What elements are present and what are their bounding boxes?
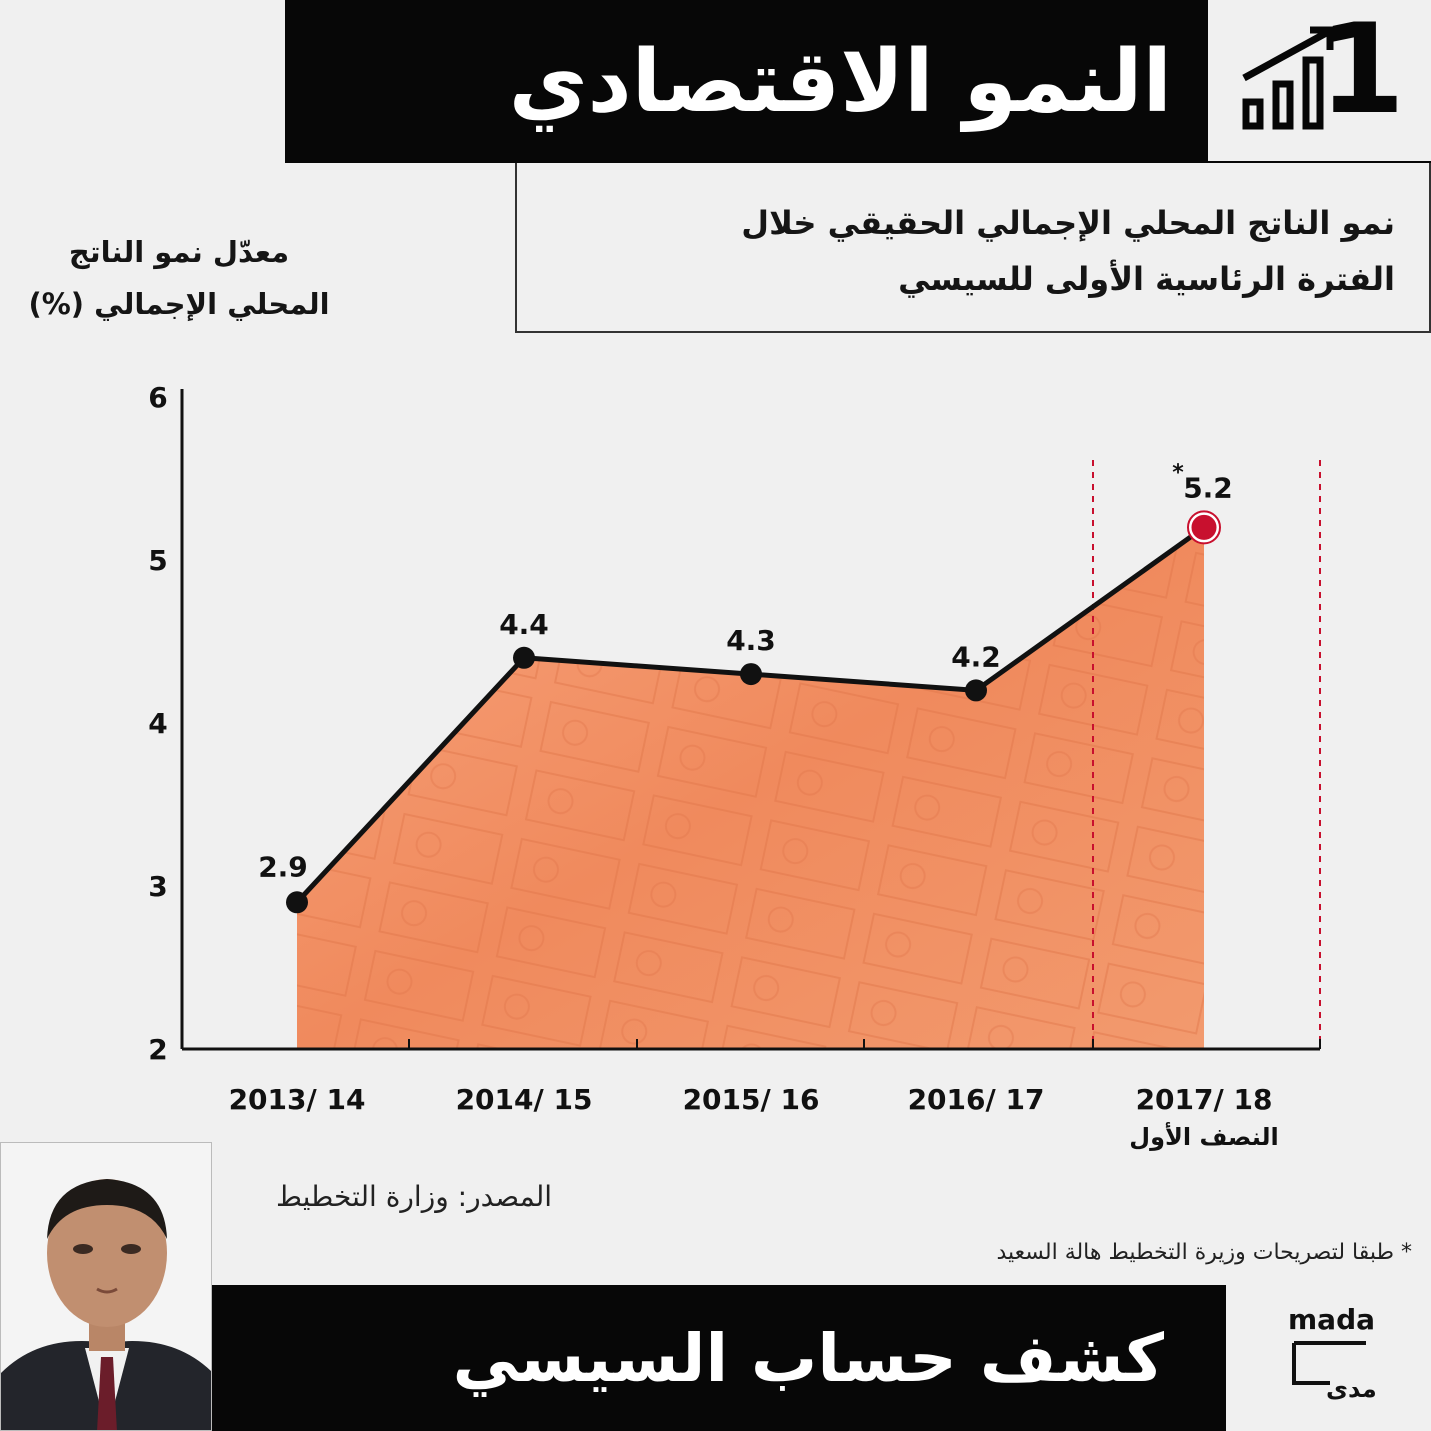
y-tick-label: 4: [148, 707, 167, 740]
x-tick-label: 2015/ 16: [683, 1083, 820, 1116]
data-label: 2.9: [258, 850, 308, 883]
y-tick-label: 3: [148, 870, 167, 903]
y-tick-label: 2: [148, 1033, 167, 1066]
footer-title: كشف حساب السيسي: [452, 1319, 1164, 1397]
logo-bracket-icon: [1292, 1341, 1366, 1385]
line-chart: 2 3 4 5 6 2.9 4.4 4.3 4.2 5.2* 2013/ 14 2014/ 15 201…: [148, 381, 1321, 1151]
portrait-photo: [0, 1142, 212, 1431]
x-tick-sublabel: النصف الأول: [1129, 1122, 1278, 1151]
data-point: [740, 663, 762, 686]
growth-chart-icon: [1242, 26, 1334, 130]
brand-latin: mada: [1288, 1303, 1376, 1336]
data-label: 4.2: [951, 640, 1001, 673]
x-tick-label: 2017/ 18: [1136, 1083, 1273, 1116]
subtitle-box: نمو الناتج المحلي الإجمالي الحقيقي خلال …: [515, 163, 1431, 333]
asterisk-marker: *: [1172, 460, 1184, 485]
data-label: 4.4: [499, 608, 549, 641]
data-point-ring: [1187, 510, 1221, 545]
chart-subtitle: نمو الناتج المحلي الإجمالي الحقيقي خلال …: [741, 204, 1395, 298]
y-tick-label: 5: [148, 544, 167, 577]
data-point: [286, 891, 308, 914]
title-bar: النمو الاقتصادي: [285, 0, 1208, 163]
x-tick-label: 2016/ 17: [908, 1083, 1045, 1116]
data-point: [965, 679, 987, 702]
data-label: 4.3: [726, 624, 776, 657]
y-axis-label: معدّل نمو الناتج المحلي الإجمالي (%): [28, 235, 330, 321]
x-tick-label: 2013/ 14: [229, 1083, 366, 1116]
source-note: المصدر: وزارة التخطيط: [276, 1180, 553, 1213]
section-badge: 1: [1208, 0, 1431, 163]
page-title: النمو الاقتصادي: [508, 31, 1172, 132]
data-point: [513, 646, 535, 669]
data-point-highlight: [1188, 511, 1220, 543]
y-tick-label: 6: [148, 381, 167, 414]
brand-logo: mada مدى: [1226, 1285, 1431, 1431]
footer-bar: كشف حساب السيسي: [212, 1285, 1226, 1431]
footnote: * طبقا لتصريحات وزيرة التخطيط هالة السعي…: [996, 1240, 1412, 1265]
brand-arabic: مدى: [1326, 1375, 1377, 1403]
data-label: 5.2: [1183, 471, 1233, 504]
area-texture: [297, 527, 1204, 1049]
x-tick-label: 2014/ 15: [456, 1083, 593, 1116]
